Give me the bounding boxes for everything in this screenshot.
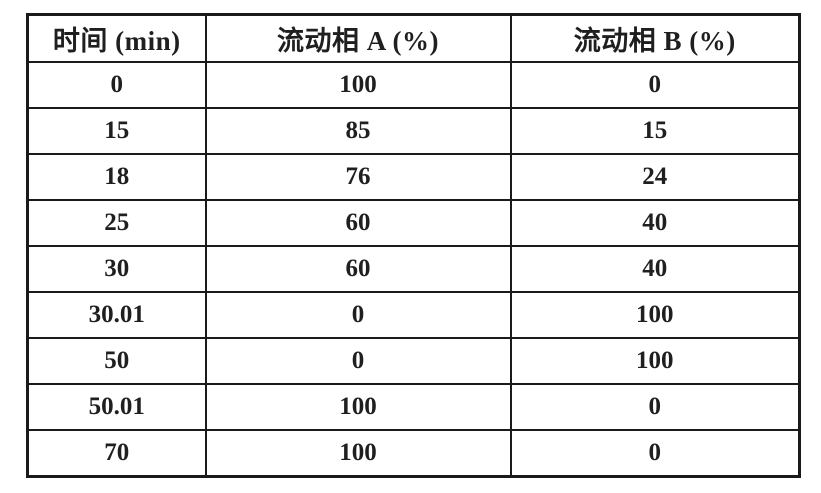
cell-phase-a: 76 — [204, 152, 512, 201]
column-header-mobile-phase-b: 流动相 B (%) — [509, 12, 801, 63]
cell-time: 70 — [26, 429, 207, 479]
table-row: 15 85 15 — [26, 106, 801, 155]
gradient-program-table: 时间 (min) 流动相 A (%) 流动相 B (%) 0 100 0 15 … — [26, 12, 801, 479]
cell-phase-b: 24 — [509, 152, 801, 201]
cell-time: 15 — [26, 106, 207, 155]
cell-phase-a: 60 — [204, 244, 512, 294]
cell-time: 50.01 — [26, 383, 207, 432]
cell-phase-b: 40 — [509, 198, 801, 247]
cell-time: 30 — [26, 244, 207, 294]
cell-phase-a: 100 — [204, 429, 512, 479]
table-row: 30 60 40 — [26, 244, 801, 294]
table-row: 50 0 100 — [26, 337, 801, 386]
column-header-mobile-phase-a: 流动相 A (%) — [204, 12, 512, 63]
cell-time: 30.01 — [26, 291, 207, 340]
cell-time: 25 — [26, 198, 207, 247]
cell-phase-b: 40 — [509, 244, 801, 294]
cell-phase-a: 0 — [204, 337, 512, 386]
header-row: 时间 (min) 流动相 A (%) 流动相 B (%) — [26, 12, 801, 63]
cell-time: 18 — [26, 152, 207, 201]
cell-time: 50 — [26, 337, 207, 386]
cell-phase-b: 100 — [509, 291, 801, 340]
column-header-time: 时间 (min) — [26, 12, 207, 63]
table-row: 18 76 24 — [26, 152, 801, 201]
cell-time: 0 — [26, 60, 207, 109]
cell-phase-b: 100 — [509, 337, 801, 386]
cell-phase-b: 15 — [509, 106, 801, 155]
cell-phase-b: 0 — [509, 60, 801, 109]
table-row: 0 100 0 — [26, 60, 801, 109]
cell-phase-a: 0 — [204, 291, 512, 340]
cell-phase-b: 0 — [509, 383, 801, 432]
cell-phase-b: 0 — [509, 429, 801, 479]
cell-phase-a: 60 — [204, 198, 512, 247]
table-row: 50.01 100 0 — [26, 383, 801, 432]
cell-phase-a: 100 — [204, 60, 512, 109]
table-row: 30.01 0 100 — [26, 291, 801, 340]
table-row: 25 60 40 — [26, 198, 801, 247]
cell-phase-a: 100 — [204, 383, 512, 432]
table-row: 70 100 0 — [26, 429, 801, 479]
cell-phase-a: 85 — [204, 106, 512, 155]
